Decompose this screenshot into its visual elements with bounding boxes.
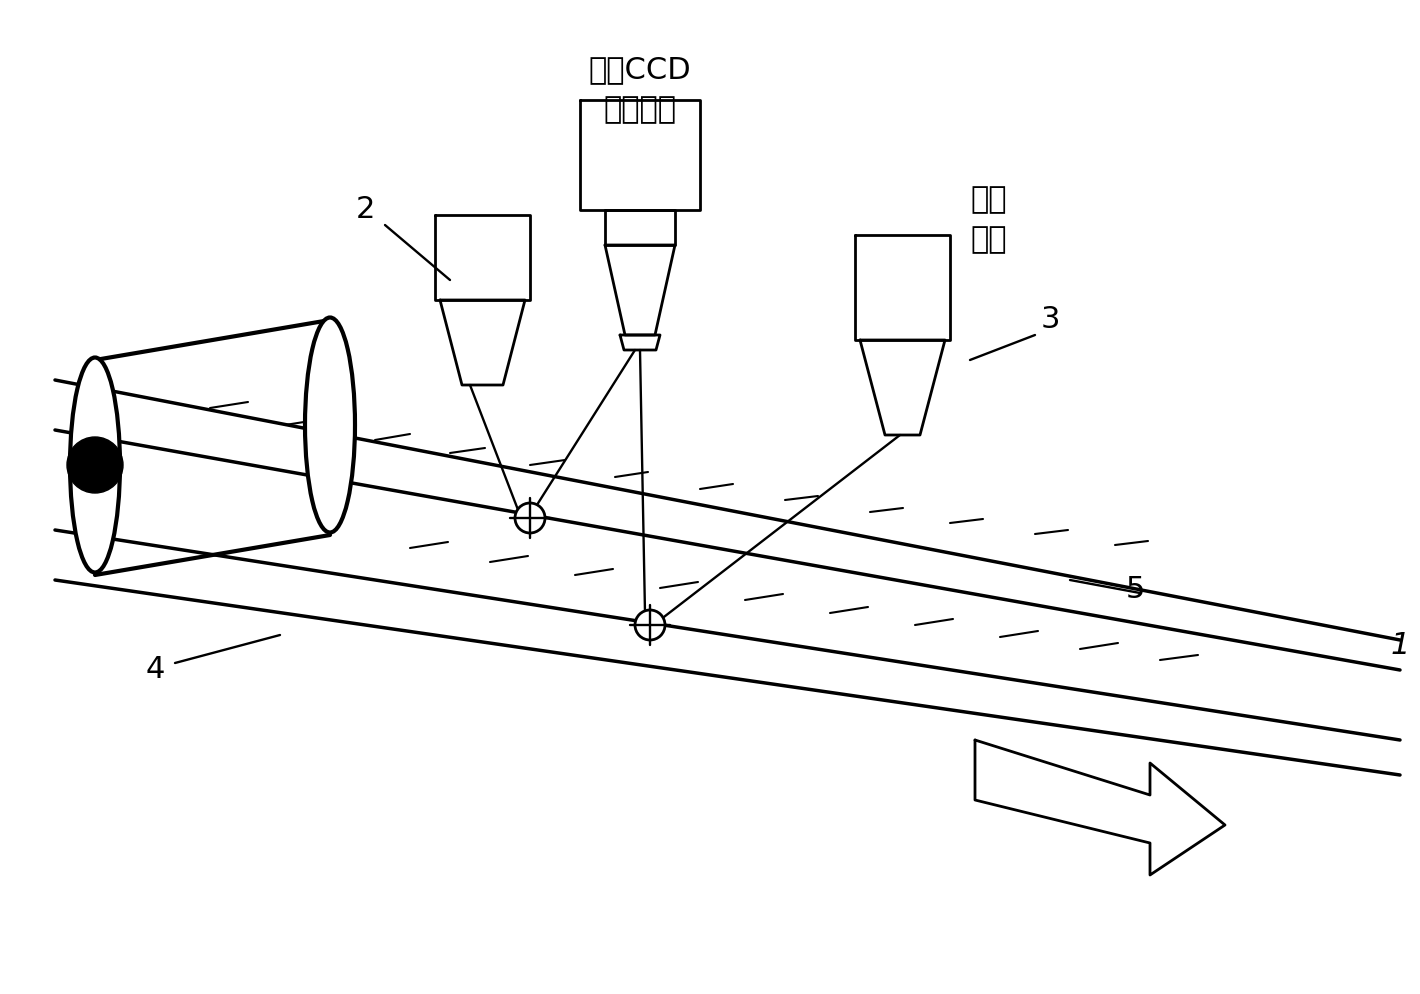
Text: 测试相机: 测试相机 [604, 95, 676, 124]
Polygon shape [579, 100, 700, 210]
Circle shape [67, 437, 124, 493]
Text: 4: 4 [145, 655, 165, 685]
Text: 5: 5 [1125, 576, 1145, 604]
Polygon shape [861, 340, 944, 435]
Ellipse shape [305, 317, 355, 533]
Text: 2: 2 [355, 196, 375, 225]
Polygon shape [440, 300, 525, 385]
Text: 光源: 光源 [970, 225, 1007, 254]
Polygon shape [435, 215, 530, 300]
Text: 线阵CCD: 线阵CCD [589, 55, 692, 84]
Polygon shape [605, 210, 674, 245]
Polygon shape [605, 245, 674, 335]
Text: 3: 3 [1041, 305, 1059, 335]
Text: 1: 1 [1390, 630, 1410, 659]
Circle shape [635, 610, 665, 640]
Polygon shape [855, 235, 950, 340]
Polygon shape [976, 740, 1225, 875]
Text: 光纤: 光纤 [970, 185, 1007, 214]
Ellipse shape [70, 358, 121, 573]
Circle shape [515, 503, 545, 533]
Polygon shape [621, 335, 660, 350]
